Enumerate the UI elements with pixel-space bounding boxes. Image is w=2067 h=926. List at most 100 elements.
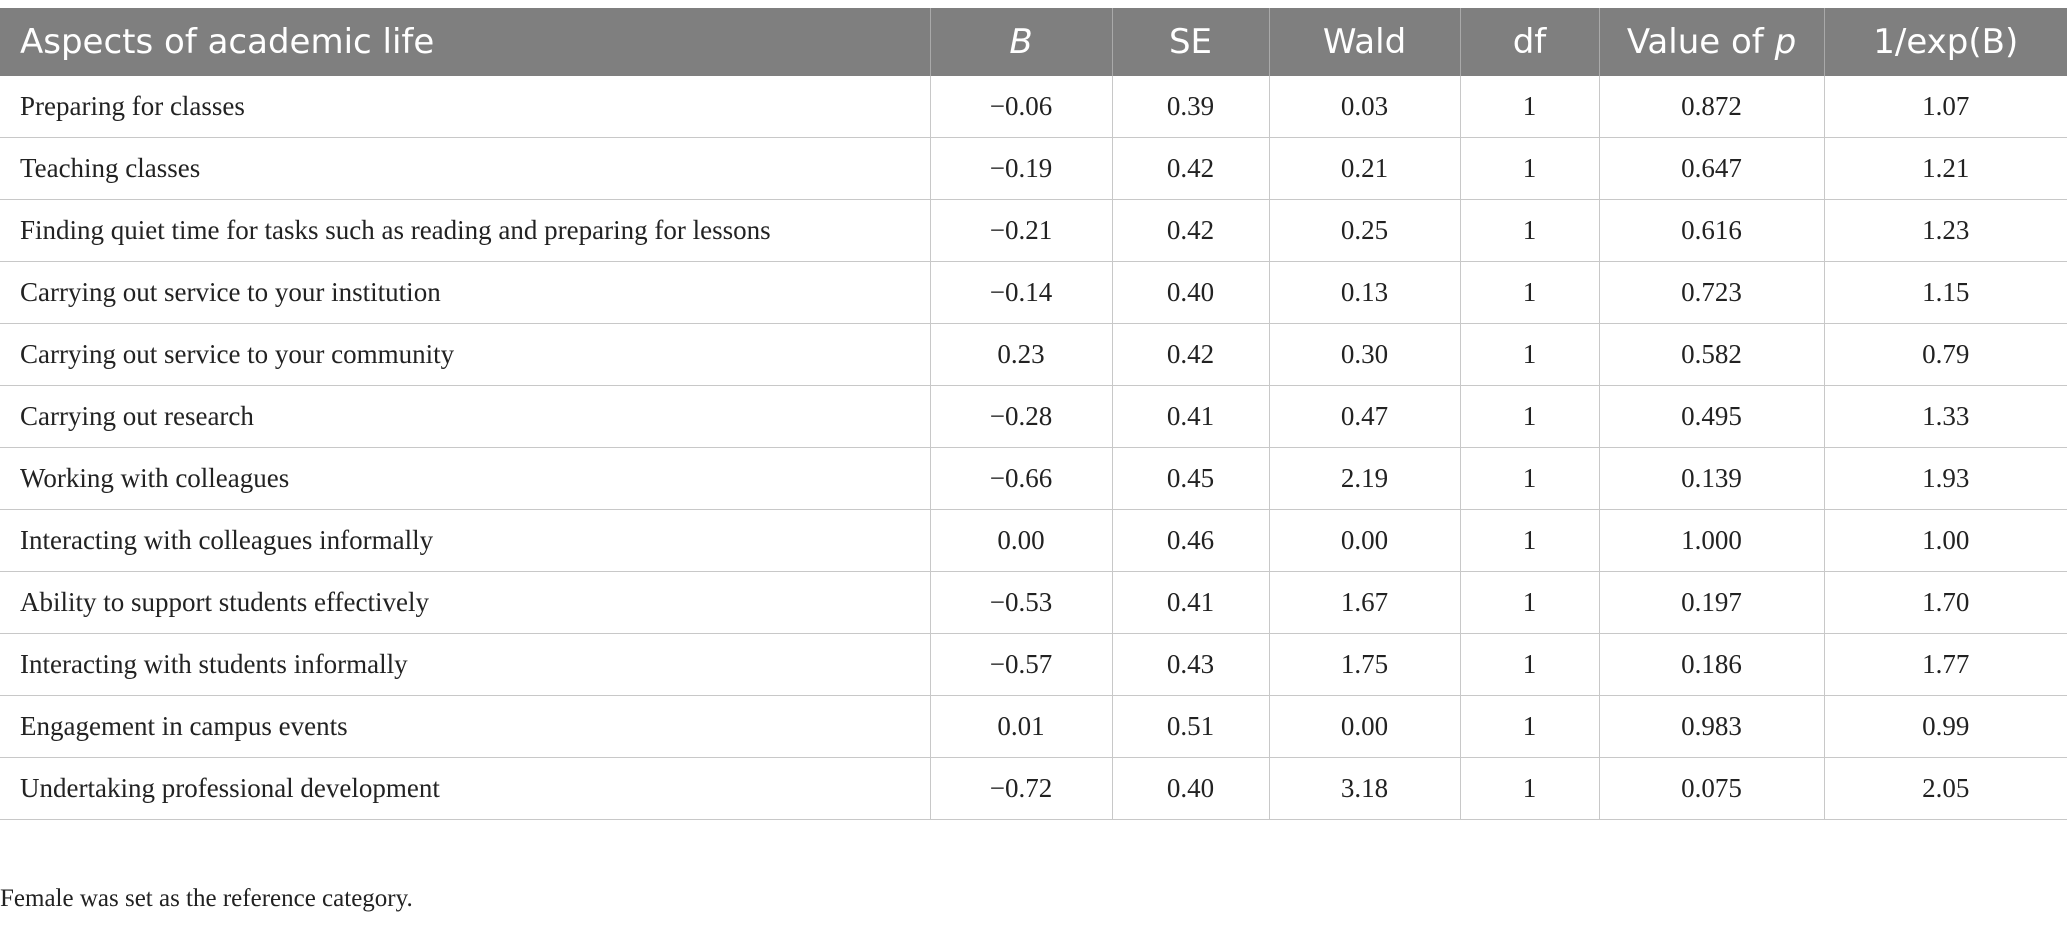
cell-wald: 3.18 <box>1269 757 1461 820</box>
cell-p: 0.616 <box>1599 199 1825 262</box>
col-header-p-var: p <box>1774 22 1797 62</box>
cell-inv-exp: 0.99 <box>1824 695 2067 758</box>
cell-b: 0.00 <box>930 509 1113 572</box>
cell-wald: 0.21 <box>1269 137 1461 200</box>
cell-wald: 0.25 <box>1269 199 1461 262</box>
cell-se: 0.46 <box>1112 509 1270 572</box>
cell-wald: 0.13 <box>1269 261 1461 324</box>
table-row: Ability to support students effectively −… <box>0 571 2067 634</box>
col-header-inv-exp-b: 1/exp(B) <box>1824 8 2067 76</box>
cell-inv-exp: 1.23 <box>1824 199 2067 262</box>
cell-b: −0.06 <box>930 76 1113 138</box>
cell-b: −0.28 <box>930 385 1113 448</box>
results-table: Aspects of academic life B SE Wald df Va… <box>0 8 2067 820</box>
cell-inv-exp: 1.15 <box>1824 261 2067 324</box>
cell-b: 0.01 <box>930 695 1113 758</box>
cell-df: 1 <box>1460 76 1600 138</box>
cell-df: 1 <box>1460 137 1600 200</box>
cell-se: 0.42 <box>1112 137 1270 200</box>
table-row: Interacting with students informally −0.5… <box>0 633 2067 696</box>
cell-aspect: Interacting with students informally <box>0 633 931 696</box>
cell-p: 0.983 <box>1599 695 1825 758</box>
cell-inv-exp: 1.70 <box>1824 571 2067 634</box>
cell-p: 0.582 <box>1599 323 1825 386</box>
cell-p: 0.495 <box>1599 385 1825 448</box>
col-header-aspect: Aspects of academic life <box>0 8 931 76</box>
col-header-df: df <box>1460 8 1600 76</box>
cell-df: 1 <box>1460 571 1600 634</box>
col-header-p-prefix: Value of <box>1626 22 1775 62</box>
cell-wald: 0.00 <box>1269 509 1461 572</box>
cell-p: 0.139 <box>1599 447 1825 510</box>
table-footnote: Female was set as the reference category… <box>0 885 413 912</box>
results-table-container: Aspects of academic life B SE Wald df Va… <box>0 8 2067 820</box>
table-row: Undertaking professional development −0.7… <box>0 757 2067 820</box>
cell-inv-exp: 0.79 <box>1824 323 2067 386</box>
table-row: Preparing for classes −0.06 0.39 0.03 1 0.872… <box>0 76 2067 138</box>
cell-aspect: Ability to support students effectively <box>0 571 931 634</box>
cell-se: 0.41 <box>1112 571 1270 634</box>
cell-aspect: Undertaking professional development <box>0 757 931 820</box>
cell-se: 0.51 <box>1112 695 1270 758</box>
table-row: Working with colleagues −0.66 0.45 2.19 1 0.1… <box>0 447 2067 510</box>
table-row: Finding quiet time for tasks such as rea… <box>0 199 2067 262</box>
cell-b: −0.21 <box>930 199 1113 262</box>
cell-se: 0.40 <box>1112 757 1270 820</box>
cell-aspect: Carrying out research <box>0 385 931 448</box>
cell-se: 0.41 <box>1112 385 1270 448</box>
cell-aspect: Carrying out service to your community <box>0 323 931 386</box>
cell-p: 1.000 <box>1599 509 1825 572</box>
cell-inv-exp: 2.05 <box>1824 757 2067 820</box>
cell-aspect: Interacting with colleagues informally <box>0 509 931 572</box>
cell-df: 1 <box>1460 509 1600 572</box>
cell-p: 0.075 <box>1599 757 1825 820</box>
cell-aspect: Working with colleagues <box>0 447 931 510</box>
col-header-p-value: Value of p <box>1599 8 1825 76</box>
table-header: Aspects of academic life B SE Wald df Va… <box>0 8 2067 76</box>
col-header-b: B <box>930 8 1113 76</box>
table-row: Carrying out service to your institution… <box>0 261 2067 324</box>
cell-inv-exp: 1.93 <box>1824 447 2067 510</box>
cell-df: 1 <box>1460 757 1600 820</box>
cell-p: 0.197 <box>1599 571 1825 634</box>
cell-se: 0.42 <box>1112 199 1270 262</box>
cell-inv-exp: 1.07 <box>1824 76 2067 138</box>
table-row: Carrying out service to your community 0.… <box>0 323 2067 386</box>
table-row: Teaching classes −0.19 0.42 0.21 1 0.647 1.21 <box>0 137 2067 200</box>
cell-df: 1 <box>1460 385 1600 448</box>
cell-wald: 0.30 <box>1269 323 1461 386</box>
cell-aspect: Engagement in campus events <box>0 695 931 758</box>
cell-df: 1 <box>1460 695 1600 758</box>
cell-b: −0.72 <box>930 757 1113 820</box>
cell-b: 0.23 <box>930 323 1113 386</box>
cell-se: 0.42 <box>1112 323 1270 386</box>
col-header-se: SE <box>1112 8 1270 76</box>
cell-p: 0.647 <box>1599 137 1825 200</box>
cell-wald: 2.19 <box>1269 447 1461 510</box>
cell-b: −0.57 <box>930 633 1113 696</box>
cell-inv-exp: 1.77 <box>1824 633 2067 696</box>
cell-inv-exp: 1.21 <box>1824 137 2067 200</box>
cell-p: 0.723 <box>1599 261 1825 324</box>
cell-inv-exp: 1.33 <box>1824 385 2067 448</box>
cell-inv-exp: 1.00 <box>1824 509 2067 572</box>
cell-se: 0.40 <box>1112 261 1270 324</box>
cell-p: 0.872 <box>1599 76 1825 138</box>
cell-p: 0.186 <box>1599 633 1825 696</box>
cell-wald: 0.03 <box>1269 76 1461 138</box>
col-header-wald: Wald <box>1269 8 1461 76</box>
table-row: Carrying out research −0.28 0.41 0.47 1 0.495… <box>0 385 2067 448</box>
cell-df: 1 <box>1460 447 1600 510</box>
table-row: Interacting with colleagues informally 0.… <box>0 509 2067 572</box>
cell-wald: 1.75 <box>1269 633 1461 696</box>
table-row: Engagement in campus events 0.01 0.51 0.00 1… <box>0 695 2067 758</box>
cell-b: −0.53 <box>930 571 1113 634</box>
cell-aspect: Preparing for classes <box>0 76 931 138</box>
cell-wald: 0.47 <box>1269 385 1461 448</box>
cell-aspect: Teaching classes <box>0 137 931 200</box>
cell-b: −0.19 <box>930 137 1113 200</box>
cell-wald: 1.67 <box>1269 571 1461 634</box>
cell-df: 1 <box>1460 323 1600 386</box>
table-body: Preparing for classes −0.06 0.39 0.03 1 0.872… <box>0 76 2067 820</box>
cell-aspect: Finding quiet time for tasks such as rea… <box>0 199 931 262</box>
